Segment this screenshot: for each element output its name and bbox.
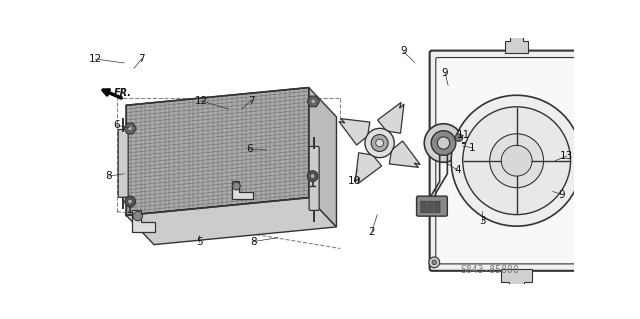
- FancyBboxPatch shape: [429, 51, 604, 271]
- Circle shape: [432, 260, 436, 265]
- Circle shape: [128, 199, 132, 204]
- Polygon shape: [126, 87, 308, 215]
- Text: 9: 9: [400, 46, 407, 56]
- Circle shape: [490, 134, 543, 188]
- Circle shape: [133, 211, 143, 221]
- Polygon shape: [602, 157, 617, 180]
- Text: 7: 7: [248, 96, 254, 106]
- Text: 11: 11: [457, 130, 470, 140]
- FancyBboxPatch shape: [417, 196, 447, 216]
- Circle shape: [232, 182, 240, 190]
- Circle shape: [365, 128, 394, 158]
- Text: 8: 8: [105, 171, 112, 181]
- Text: 1: 1: [468, 143, 476, 152]
- Polygon shape: [232, 181, 253, 199]
- Text: 8: 8: [250, 237, 257, 247]
- Polygon shape: [389, 141, 420, 167]
- Polygon shape: [132, 210, 155, 232]
- Circle shape: [463, 107, 570, 215]
- Circle shape: [376, 139, 383, 147]
- Text: FR.: FR.: [114, 88, 132, 98]
- Circle shape: [451, 95, 582, 226]
- Text: 13: 13: [560, 151, 573, 161]
- Text: 2: 2: [369, 226, 375, 237]
- Circle shape: [371, 135, 388, 152]
- Text: 9: 9: [559, 189, 565, 200]
- Circle shape: [307, 171, 318, 182]
- Text: 7: 7: [138, 54, 145, 64]
- Text: 4: 4: [454, 165, 461, 175]
- Text: 6: 6: [113, 120, 120, 130]
- Text: S843-85800: S843-85800: [460, 265, 519, 275]
- FancyBboxPatch shape: [420, 201, 426, 213]
- Polygon shape: [355, 153, 381, 184]
- Circle shape: [431, 131, 456, 155]
- FancyBboxPatch shape: [435, 201, 440, 213]
- Polygon shape: [501, 269, 532, 292]
- FancyBboxPatch shape: [309, 146, 319, 210]
- FancyBboxPatch shape: [428, 201, 433, 213]
- Polygon shape: [378, 102, 404, 133]
- Circle shape: [501, 145, 532, 176]
- Text: 3: 3: [479, 216, 485, 226]
- Circle shape: [604, 164, 614, 173]
- Circle shape: [311, 99, 316, 104]
- Circle shape: [125, 196, 136, 207]
- Circle shape: [455, 134, 463, 141]
- Circle shape: [310, 174, 315, 179]
- Circle shape: [429, 257, 440, 268]
- Polygon shape: [308, 87, 337, 227]
- Circle shape: [424, 124, 463, 162]
- FancyBboxPatch shape: [436, 57, 598, 264]
- Circle shape: [596, 57, 602, 61]
- Polygon shape: [505, 34, 528, 53]
- Polygon shape: [126, 198, 337, 245]
- Text: 12: 12: [195, 96, 207, 106]
- Text: 6: 6: [246, 144, 253, 154]
- Text: 5: 5: [196, 237, 203, 247]
- Circle shape: [596, 260, 602, 265]
- Text: 9: 9: [442, 68, 449, 78]
- Text: 10: 10: [348, 176, 361, 187]
- FancyBboxPatch shape: [118, 130, 128, 197]
- Circle shape: [594, 257, 604, 268]
- Circle shape: [127, 126, 132, 131]
- Text: 12: 12: [89, 54, 102, 64]
- Polygon shape: [339, 119, 370, 145]
- Polygon shape: [307, 96, 319, 107]
- Circle shape: [594, 54, 604, 64]
- Circle shape: [437, 137, 450, 149]
- Polygon shape: [124, 123, 136, 134]
